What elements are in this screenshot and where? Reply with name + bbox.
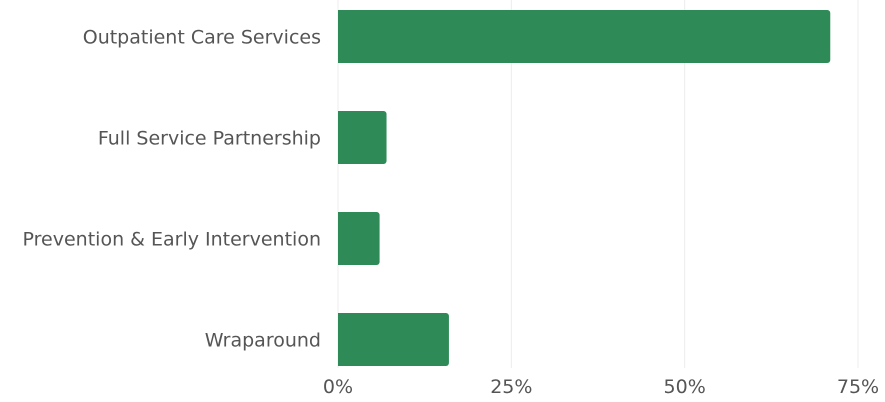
x-axis-ticks: 0% 25% 50% 75%: [323, 376, 879, 398]
bar-wraparound: [338, 313, 449, 366]
x-tick-label: 50%: [664, 376, 706, 398]
bar-outpatient-care-services: [338, 10, 831, 63]
bar-full-service-partnership: [338, 111, 387, 164]
x-tick-label: 75%: [837, 376, 879, 398]
category-label: Full Service Partnership: [98, 128, 321, 150]
x-tick-label: 0%: [323, 376, 353, 398]
category-labels: Outpatient Care Services Full Service Par…: [23, 27, 321, 352]
bars: [338, 10, 831, 366]
bar-base-segment: [338, 111, 342, 164]
bar-base-segment: [338, 313, 342, 366]
bar-prevention-early-intervention: [338, 212, 380, 265]
category-label: Prevention & Early Intervention: [23, 229, 321, 251]
category-label: Outpatient Care Services: [83, 27, 321, 49]
bar-base-segment: [338, 10, 342, 63]
x-tick-label: 25%: [490, 376, 532, 398]
bar-base-segment: [338, 212, 342, 265]
category-label: Wraparound: [205, 330, 321, 352]
